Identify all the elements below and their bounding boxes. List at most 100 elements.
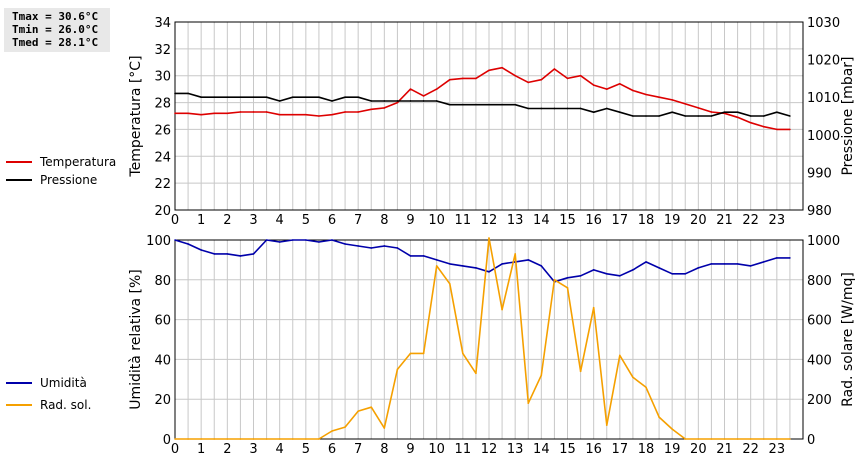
legend-label-temperatura: Temperatura [40,155,117,169]
data-point [501,308,503,311]
data-point [592,269,595,271]
data-point [527,259,530,261]
series-line-pressione [175,92,791,117]
data-point [422,95,425,97]
data-point [331,113,333,116]
data-point [448,78,451,81]
data-point [475,267,477,269]
x-tick-label: 8 [380,442,388,457]
data-point [331,239,333,241]
x-tick-label: 6 [328,442,336,457]
y2-tick-label: 1020 [807,54,840,69]
data-point [396,100,399,102]
x-tick-label: 2 [223,442,231,457]
legend-label-umidita: Umidità [40,376,87,390]
data-point [252,253,255,255]
y2-tick-label: 1000 [807,234,840,249]
data-point [684,438,687,440]
data-point [776,438,778,440]
x-tick-label: 13 [507,442,524,457]
data-point [305,438,307,440]
data-point [370,100,373,102]
data-point [278,100,281,102]
y2-tick-label: 400 [807,353,832,368]
y-tick-label: 40 [154,353,171,368]
data-point [789,128,791,131]
data-point [566,286,569,289]
data-point [658,115,660,117]
y-tick-label: 24 [154,150,171,165]
x-tick-label: 23 [769,442,786,457]
data-point [213,253,216,255]
data-point [762,438,765,440]
data-point [697,267,700,269]
x-tick-label: 1 [197,442,205,457]
data-point [187,243,189,245]
data-point [278,241,281,243]
umidita-swatch [6,382,32,384]
x-tick-label: 20 [690,442,707,457]
x-tick-label: 7 [354,213,362,228]
data-point [239,438,242,440]
data-point [448,103,451,106]
data-point [619,82,621,85]
data-point [514,103,516,106]
data-point [265,111,268,113]
x-tick-label: 20 [690,213,707,228]
data-point [422,100,425,102]
x-tick-label: 18 [638,213,655,228]
pressione-swatch [6,179,32,181]
y-tick-label: 0 [163,433,171,448]
data-point [370,247,373,249]
data-point [762,261,765,263]
x-tick-label: 10 [428,213,445,228]
data-point [501,263,503,265]
data-point [226,253,229,255]
data-point [553,107,556,110]
x-tick-label: 16 [585,442,602,457]
data-point [619,275,621,277]
data-point [645,115,647,117]
data-point [684,273,687,275]
data-point [592,84,595,86]
data-point [789,115,791,117]
data-point [553,279,556,281]
y2-tick-label: 600 [807,314,832,329]
y-tick-label: 30 [154,70,171,85]
data-point [527,107,530,110]
x-tick-label: 17 [612,213,629,228]
data-point [448,263,451,265]
y-axis-label: Temperatura [°C] [128,55,144,177]
y-tick-label: 28 [154,97,171,112]
data-point [671,111,673,114]
data-point [344,426,346,428]
data-point [305,239,307,241]
data-point [226,112,229,115]
x-tick-label: 15 [559,213,576,228]
data-point [566,107,569,110]
data-point [566,77,569,80]
y-tick-label: 34 [154,16,171,31]
y-axis-label: Umidità relativa [%] [128,269,144,410]
x-tick-label: 7 [354,442,362,457]
data-point [396,247,399,249]
data-point [174,92,176,95]
x-tick-label: 10 [428,442,445,457]
x-tick-label: 3 [249,442,257,457]
data-point [776,257,778,259]
data-point [396,101,399,104]
series-line-temperatura [175,66,790,131]
chart-humidity-solar: 0 1 2 3 4 5 6 7 8 9 10 11 12 13 14 15 16 17 18 19 20 21 22 2302… [128,234,856,457]
data-point [789,257,791,259]
y2-tick-label: 1000 [807,129,840,144]
data-point [265,96,268,98]
x-tick-label: 8 [380,213,388,228]
data-point [566,277,569,279]
data-point [475,103,477,106]
data-point [540,107,543,110]
data-point [645,386,647,389]
y2-axis-label: Pressione [mbar] [840,56,856,175]
x-tick-label: 13 [507,213,524,228]
x-tick-label: 22 [742,442,759,457]
x-tick-label: 16 [585,213,602,228]
